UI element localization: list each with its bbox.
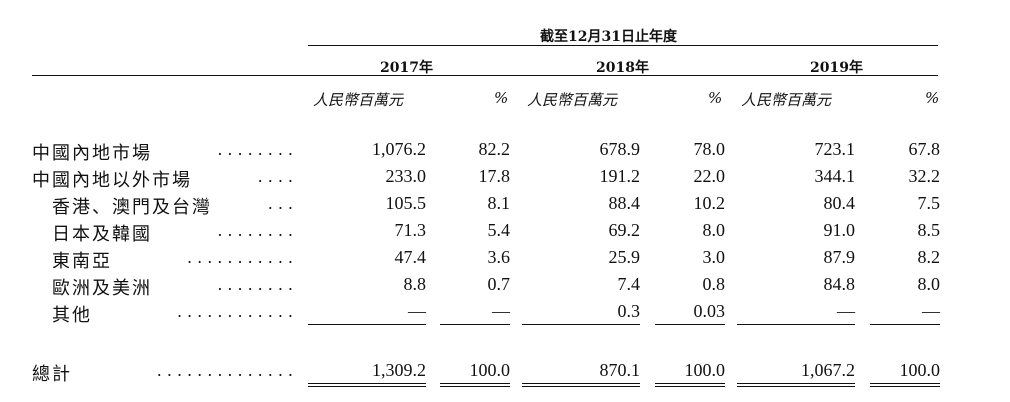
amount-cell: 678.9 (599, 139, 641, 159)
dot-leader: ........ (217, 221, 298, 240)
dot-leader: ........ (217, 140, 298, 159)
percent-cell: 17.8 (478, 166, 511, 186)
amount-cell: 25.9 (608, 247, 641, 267)
percent-cell: 22.0 (693, 166, 726, 186)
amount-cell: 191.2 (599, 166, 641, 186)
period-header: 截至12月31日止年度 (540, 29, 677, 45)
percent-cell: 100.0 (899, 360, 941, 380)
percent-cell: 67.8 (908, 139, 941, 159)
year-2017-header: 2017年 (380, 60, 433, 76)
amount-cell: 8.8 (403, 274, 427, 294)
percent-cell: 100.0 (469, 360, 511, 380)
subtotal-rule (737, 324, 855, 325)
row-label: 中國內地市場 (32, 143, 152, 164)
amount-cell: 1,309.2 (372, 360, 426, 380)
row-label: 總計 (32, 364, 72, 385)
year-rule (32, 75, 938, 76)
unit-pct-2018: % (708, 89, 723, 107)
percent-cell: 0.8 (702, 274, 726, 294)
row-label: 東南亞 (52, 251, 112, 272)
amount-cell: 87.9 (823, 247, 856, 267)
total-double-rule (308, 383, 426, 387)
dot-leader: ........... (187, 248, 298, 267)
unit-amount-2017: 人民幣百萬元 (313, 91, 404, 109)
percent-cell: — (492, 301, 510, 321)
unit-pct-2019: % (925, 89, 940, 107)
header-rule (308, 45, 938, 46)
percent-cell: 8.0 (917, 274, 941, 294)
amount-cell: 0.3 (617, 301, 641, 321)
percent-cell: 32.2 (908, 166, 941, 186)
dot-leader: ... (267, 194, 298, 213)
percent-cell: 5.4 (487, 220, 511, 240)
amount-cell: 47.4 (394, 247, 427, 267)
amount-cell: 84.8 (823, 274, 856, 294)
amount-cell: 233.0 (385, 166, 427, 186)
amount-cell: 1,076.2 (372, 139, 426, 159)
amount-cell: 1,067.2 (801, 360, 855, 380)
subtotal-rule (522, 324, 640, 325)
dot-leader: .............. (156, 361, 298, 380)
dot-leader: ............ (176, 302, 298, 321)
unit-amount-2019: 人民幣百萬元 (741, 91, 832, 109)
percent-cell: 78.0 (693, 139, 726, 159)
percent-cell: 8.1 (487, 193, 511, 213)
subtotal-rule (870, 324, 940, 325)
subtotal-rule (440, 324, 510, 325)
percent-cell: 3.6 (487, 247, 511, 267)
amount-cell: 870.1 (599, 360, 641, 380)
percent-cell: 100.0 (684, 360, 726, 380)
amount-cell: 7.4 (617, 274, 641, 294)
percent-cell: 10.2 (693, 193, 726, 213)
percent-cell: 8.5 (917, 220, 941, 240)
row-label: 歐洲及美洲 (52, 278, 152, 299)
amount-cell: — (837, 301, 855, 321)
percent-cell: 82.2 (478, 139, 511, 159)
row-label: 其他 (52, 305, 92, 326)
total-double-rule (655, 383, 725, 387)
subtotal-rule (655, 324, 725, 325)
percent-cell: 0.03 (693, 301, 726, 321)
amount-cell: 105.5 (385, 193, 427, 213)
dot-leader: .... (257, 167, 298, 186)
amount-cell: 69.2 (608, 220, 641, 240)
subtotal-rule (308, 324, 426, 325)
total-double-rule (440, 383, 510, 387)
unit-pct-2017: % (494, 89, 509, 107)
amount-cell: 88.4 (608, 193, 641, 213)
amount-cell: 344.1 (814, 166, 856, 186)
total-double-rule (870, 383, 940, 387)
percent-cell: — (922, 301, 940, 321)
row-label: 日本及韓國 (52, 224, 152, 245)
percent-cell: 8.2 (917, 247, 941, 267)
amount-cell: 91.0 (823, 220, 856, 240)
row-label: 香港、澳門及台灣 (52, 197, 212, 218)
total-double-rule (522, 383, 640, 387)
percent-cell: 7.5 (917, 193, 941, 213)
amount-cell: 80.4 (823, 193, 856, 213)
row-label: 中國內地以外市場 (32, 170, 192, 191)
amount-cell: 723.1 (814, 139, 856, 159)
amount-cell: — (408, 301, 426, 321)
unit-amount-2018: 人民幣百萬元 (527, 91, 618, 109)
percent-cell: 8.0 (702, 220, 726, 240)
year-2019-header: 2019年 (810, 60, 863, 76)
amount-cell: 71.3 (394, 220, 427, 240)
year-2018-header: 2018年 (596, 60, 649, 76)
total-double-rule (737, 383, 855, 387)
dot-leader: ........ (217, 275, 298, 294)
percent-cell: 3.0 (702, 247, 726, 267)
percent-cell: 0.7 (487, 274, 511, 294)
